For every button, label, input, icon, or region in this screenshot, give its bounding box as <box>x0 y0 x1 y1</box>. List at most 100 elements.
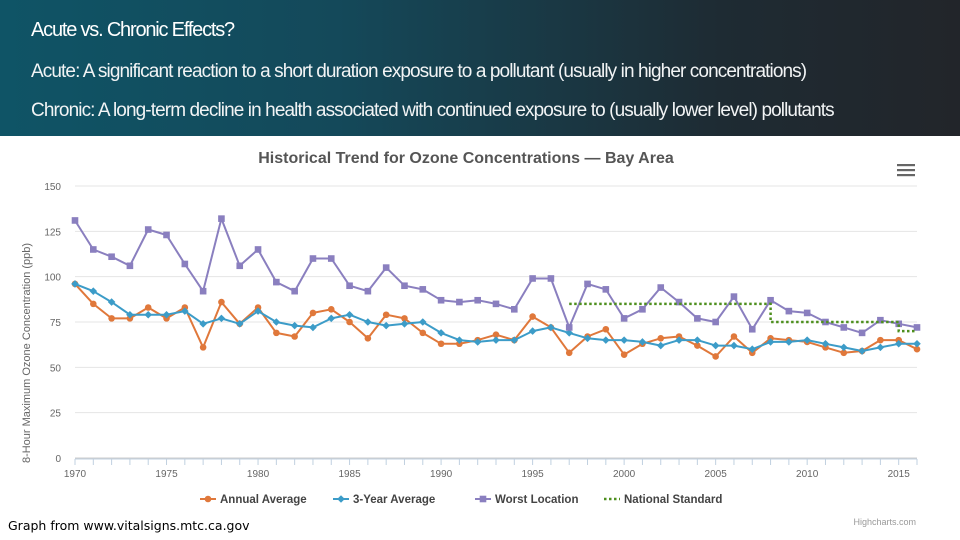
x-tick-label: 1990 <box>430 469 453 480</box>
annual-point <box>877 336 884 344</box>
worst-location-point <box>675 298 683 306</box>
annual-point <box>565 349 573 357</box>
annual-point <box>620 351 628 358</box>
three-year-point <box>638 338 647 346</box>
worst-location-point <box>492 300 500 308</box>
y-axis-ticks: 0 25 50 75 100 125 150 <box>44 182 61 465</box>
x-tick-label: 1985 <box>338 469 361 480</box>
worst-location-point <box>822 318 829 326</box>
worst-location-point <box>565 324 573 331</box>
three-year-point <box>492 336 500 344</box>
acute-definition: Acute: A significant reaction to a short… <box>31 61 807 82</box>
three-year-point <box>382 321 390 330</box>
worst-location-point <box>254 246 262 253</box>
worst-location-point <box>547 275 555 282</box>
annual-point <box>144 304 152 311</box>
three-year-point <box>913 339 921 348</box>
three-year-point <box>839 343 848 352</box>
highcharts-credit[interactable]: Highcharts.com <box>853 517 916 527</box>
worst-location-point <box>71 217 79 224</box>
worst-location-point <box>474 296 481 304</box>
worst-location-point <box>712 318 719 326</box>
annual-point <box>712 353 719 360</box>
slide-header: Acute vs. Chronic Effects? Acute: A sign… <box>0 0 960 136</box>
legend-item-three-year[interactable]: 3-Year Average <box>333 494 435 506</box>
three-year-point <box>785 338 793 346</box>
legend-item-worst[interactable]: Worst Location <box>475 494 578 506</box>
annual-point <box>291 333 298 340</box>
three-year-point <box>418 318 427 326</box>
three-year-point <box>620 336 628 344</box>
annual-point <box>273 329 280 337</box>
three-year-point <box>272 318 281 326</box>
worst-location-point <box>309 255 317 262</box>
series-three-year <box>71 280 921 355</box>
three-year-point <box>162 310 171 319</box>
worst-location-point <box>163 231 170 239</box>
three-year-point <box>144 310 153 319</box>
ozone-trend-chart: Historical Trend for Ozone Concentration… <box>21 150 921 527</box>
legend-item-annual[interactable]: Annual Average <box>200 494 307 506</box>
three-year-point <box>602 336 610 344</box>
three-year-point <box>217 314 226 323</box>
worst-location-point <box>529 275 536 282</box>
three-year-point <box>89 287 98 295</box>
three-year-point <box>199 320 207 328</box>
y-axis-label: 8-Hour Maximum Ozone Concentration (ppb) <box>21 243 33 463</box>
worst-location-point <box>126 262 134 270</box>
worst-location-point <box>236 262 244 270</box>
annual-point <box>529 313 536 320</box>
y-tick-label: 150 <box>44 182 61 193</box>
worst-location-point <box>401 282 408 290</box>
legend-item-standard[interactable]: National Standard <box>604 494 722 506</box>
worst-location-point <box>90 246 97 253</box>
annual-point <box>913 345 921 353</box>
x-tick-label: 1975 <box>155 469 178 480</box>
worst-location-point <box>218 215 225 222</box>
x-tick-label: 2000 <box>613 469 636 480</box>
worst-location-point <box>327 255 335 262</box>
graph-source-credit: Graph from www.vitalsigns.mtc.ca.gov <box>8 518 250 533</box>
worst-location-point <box>803 309 811 317</box>
three-year-point <box>364 318 372 326</box>
three-year-point <box>437 329 445 337</box>
three-year-point <box>565 329 574 337</box>
three-year-point <box>894 339 903 348</box>
y-tick-label: 50 <box>50 363 62 374</box>
annual-point <box>602 325 610 333</box>
legend-marker <box>337 495 345 503</box>
legend[interactable]: Annual Average 3-Year Average Worst Locati… <box>200 494 722 506</box>
slide-title: Acute vs. Chronic Effects? <box>31 19 235 41</box>
three-year-point <box>290 321 299 330</box>
y-tick-label: 125 <box>44 227 61 238</box>
x-tick-label: 1995 <box>521 469 544 480</box>
worst-location-point <box>437 296 445 304</box>
three-year-point <box>693 336 702 344</box>
worst-location-point <box>273 278 280 286</box>
worst-location-point <box>584 280 591 288</box>
worst-location-point <box>602 286 610 293</box>
annual-point <box>657 335 665 342</box>
legend-label: 3-Year Average <box>353 494 435 506</box>
x-axis: 1970 1975 1980 1985 1990 1995 2000 2005 2010 2015 <box>64 458 918 480</box>
legend-marker <box>479 495 487 503</box>
worst-location-point <box>767 296 774 304</box>
annual-point <box>90 300 97 308</box>
annual-point <box>401 315 408 322</box>
chronic-definition: Chronic: A long-term decline in health a… <box>31 100 835 121</box>
hamburger-menu-icon[interactable] <box>897 164 915 177</box>
annual-point <box>730 333 738 340</box>
three-year-point <box>126 310 134 319</box>
worst-location-point <box>694 315 701 322</box>
three-year-point <box>766 338 775 346</box>
worst-location-point <box>748 325 756 333</box>
annual-point <box>199 344 207 351</box>
worst-location-point <box>877 316 884 324</box>
worst-location-point <box>620 315 628 322</box>
chart-title: Historical Trend for Ozone Concentration… <box>258 150 674 167</box>
x-tick-label: 1970 <box>64 469 87 480</box>
annual-point <box>492 331 500 338</box>
three-year-point <box>181 307 189 315</box>
three-year-point <box>345 310 354 319</box>
worst-location-point <box>199 287 207 295</box>
